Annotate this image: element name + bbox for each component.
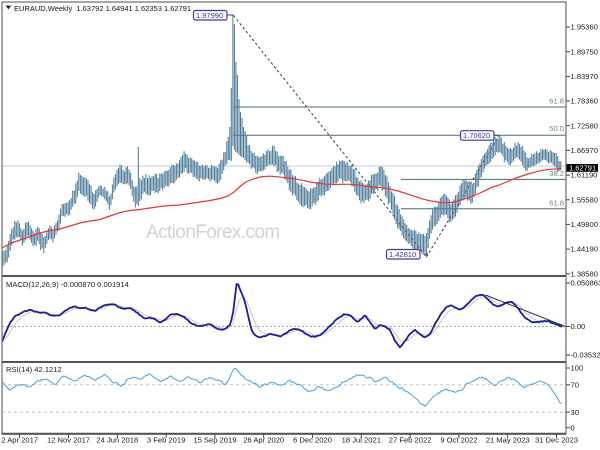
svg-text:1.66970: 1.66970 — [571, 146, 598, 155]
svg-text:1.55580: 1.55580 — [571, 195, 598, 204]
svg-text:1.38580: 1.38580 — [571, 269, 598, 278]
svg-text:0.00: 0.00 — [571, 322, 586, 331]
svg-text:21 May 2023: 21 May 2023 — [486, 436, 530, 445]
svg-text:30: 30 — [571, 408, 579, 417]
svg-text:9 Oct 2022: 9 Oct 2022 — [440, 436, 477, 445]
svg-text:1.62791: 1.62791 — [569, 163, 596, 172]
svg-text:0.050863: 0.050863 — [571, 279, 600, 288]
svg-text:MACD(12,26,9) -0.000870 0.0019: MACD(12,26,9) -0.000870 0.001914 — [6, 280, 129, 289]
svg-text:RSI(14) 42.1212: RSI(14) 42.1212 — [6, 365, 62, 374]
svg-text:EURAUD,Weekly 1.63792 1.64941: EURAUD,Weekly 1.63792 1.64941 1.62353 1.… — [14, 4, 191, 13]
svg-text:2 Apr 2017: 2 Apr 2017 — [1, 436, 38, 445]
svg-text:100: 100 — [571, 364, 584, 373]
svg-text:1.97990: 1.97990 — [196, 11, 223, 20]
svg-text:1.89750: 1.89750 — [571, 47, 598, 56]
svg-text:1.49800: 1.49800 — [571, 220, 598, 229]
svg-text:1.61190: 1.61190 — [571, 171, 598, 180]
svg-text:0: 0 — [571, 423, 575, 432]
svg-text:70: 70 — [571, 380, 579, 389]
svg-text:61.8: 61.8 — [549, 97, 564, 106]
svg-text:-0.035322: -0.035322 — [571, 351, 600, 360]
svg-text:12 Nov 2017: 12 Nov 2017 — [47, 436, 90, 445]
svg-text:1.42810: 1.42810 — [389, 250, 416, 259]
svg-text:1.44190: 1.44190 — [571, 245, 598, 254]
svg-text:1.70620: 1.70620 — [463, 131, 490, 140]
svg-text:1.95360: 1.95360 — [571, 23, 598, 32]
svg-text:31 Dec 2023: 31 Dec 2023 — [535, 436, 578, 445]
svg-text:18 Jul 2021: 18 Jul 2021 — [342, 436, 381, 445]
svg-text:50.0: 50.0 — [549, 124, 564, 133]
svg-text:ActionForex.com: ActionForex.com — [146, 222, 280, 243]
svg-text:15 Sep 2019: 15 Sep 2019 — [193, 436, 236, 445]
svg-text:3 Feb 2019: 3 Feb 2019 — [147, 436, 185, 445]
svg-text:6 Dec 2020: 6 Dec 2020 — [293, 436, 332, 445]
svg-text:24 Jun 2018: 24 Jun 2018 — [96, 436, 138, 445]
svg-text:1.72580: 1.72580 — [571, 121, 598, 130]
svg-text:38.2: 38.2 — [549, 169, 564, 178]
svg-text:26 Apr 2020: 26 Apr 2020 — [243, 436, 284, 445]
svg-text:61.8: 61.8 — [549, 199, 564, 208]
svg-text:1.78360: 1.78360 — [571, 97, 598, 106]
svg-text:1.83970: 1.83970 — [571, 72, 598, 81]
svg-text:27 Feb 2022: 27 Feb 2022 — [389, 436, 432, 445]
